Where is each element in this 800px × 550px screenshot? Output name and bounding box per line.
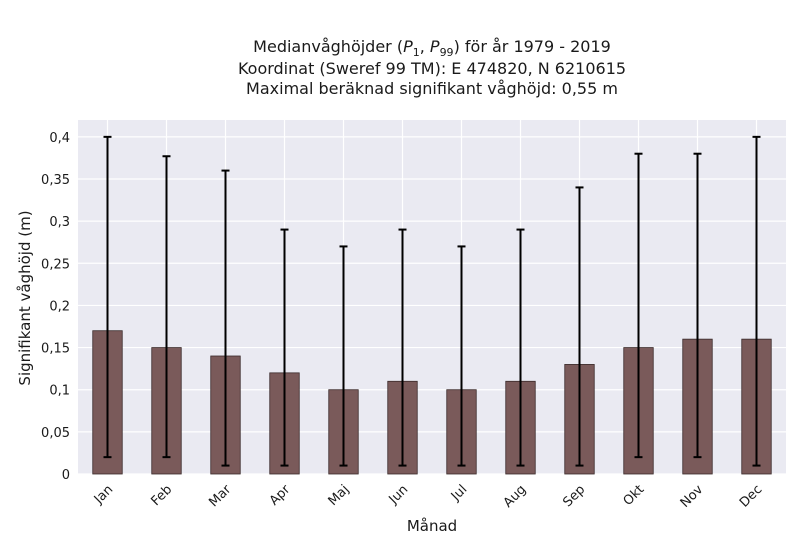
y-tick-label: 0,2 [49,299,70,314]
x-tick-label: Jun [386,482,412,508]
error-bar-jul [457,245,466,467]
error-bar-nov [693,152,702,459]
error-bar-feb [162,155,171,459]
y-tick-label: 0,4 [49,131,70,146]
y-tick-label: 0,3 [49,215,70,230]
error-bar-jun [398,228,407,467]
error-bar-dec [752,135,761,467]
x-tick-label: Jul [448,482,470,504]
y-tick-label: 0,15 [41,342,70,357]
error-bar-apr [280,228,289,467]
x-tick-label: Dec [737,482,765,510]
error-bar-sep [575,186,584,467]
y-tick-label: 0,25 [41,257,70,272]
x-axis-label: Månad [407,517,457,535]
x-tick-label: Aug [501,482,530,511]
x-tick-label: Apr [267,482,294,509]
y-tick-label: 0,35 [41,173,70,188]
x-tick-label: Okt [621,482,648,509]
y-tick-label: 0,1 [49,384,70,399]
x-tick-label: Maj [326,482,353,509]
error-bar-mar [221,169,230,467]
chart-title-line-3: Maximal beräknad signifikant våghöjd: 0,… [246,79,618,98]
error-bar-jan [103,135,112,459]
x-tick-label: Mar [206,482,234,510]
x-tick-label: Sep [560,482,588,510]
error-bar-okt [634,152,643,459]
x-tick-label: Feb [148,482,175,509]
error-bars [103,135,761,467]
plot-area [78,120,786,474]
error-bar-maj [339,245,348,467]
y-tick-label: 0,05 [41,426,70,441]
error-bar-aug [516,228,525,467]
x-tick-label: Jan [91,482,116,507]
y-ticks: 0 0,05 0,1 0,15 0,2 0,25 0,3 0,35 0,4 [41,131,70,483]
y-axis-label: Signifikant våghöjd (m) [16,210,34,385]
chart-title-line-1: Medianvåghöjder (P1, P99) för år 1979 - … [253,37,611,59]
x-tick-label: Nov [678,482,707,511]
x-ticks: Jan Feb Mar Apr Maj Jun Jul Aug Sep Okt Nov Dec [91,482,765,511]
y-tick-label: 0 [62,468,70,483]
chart-title-line-2: Koordinat (Sweref 99 TM): E 474820, N 62… [238,59,626,78]
